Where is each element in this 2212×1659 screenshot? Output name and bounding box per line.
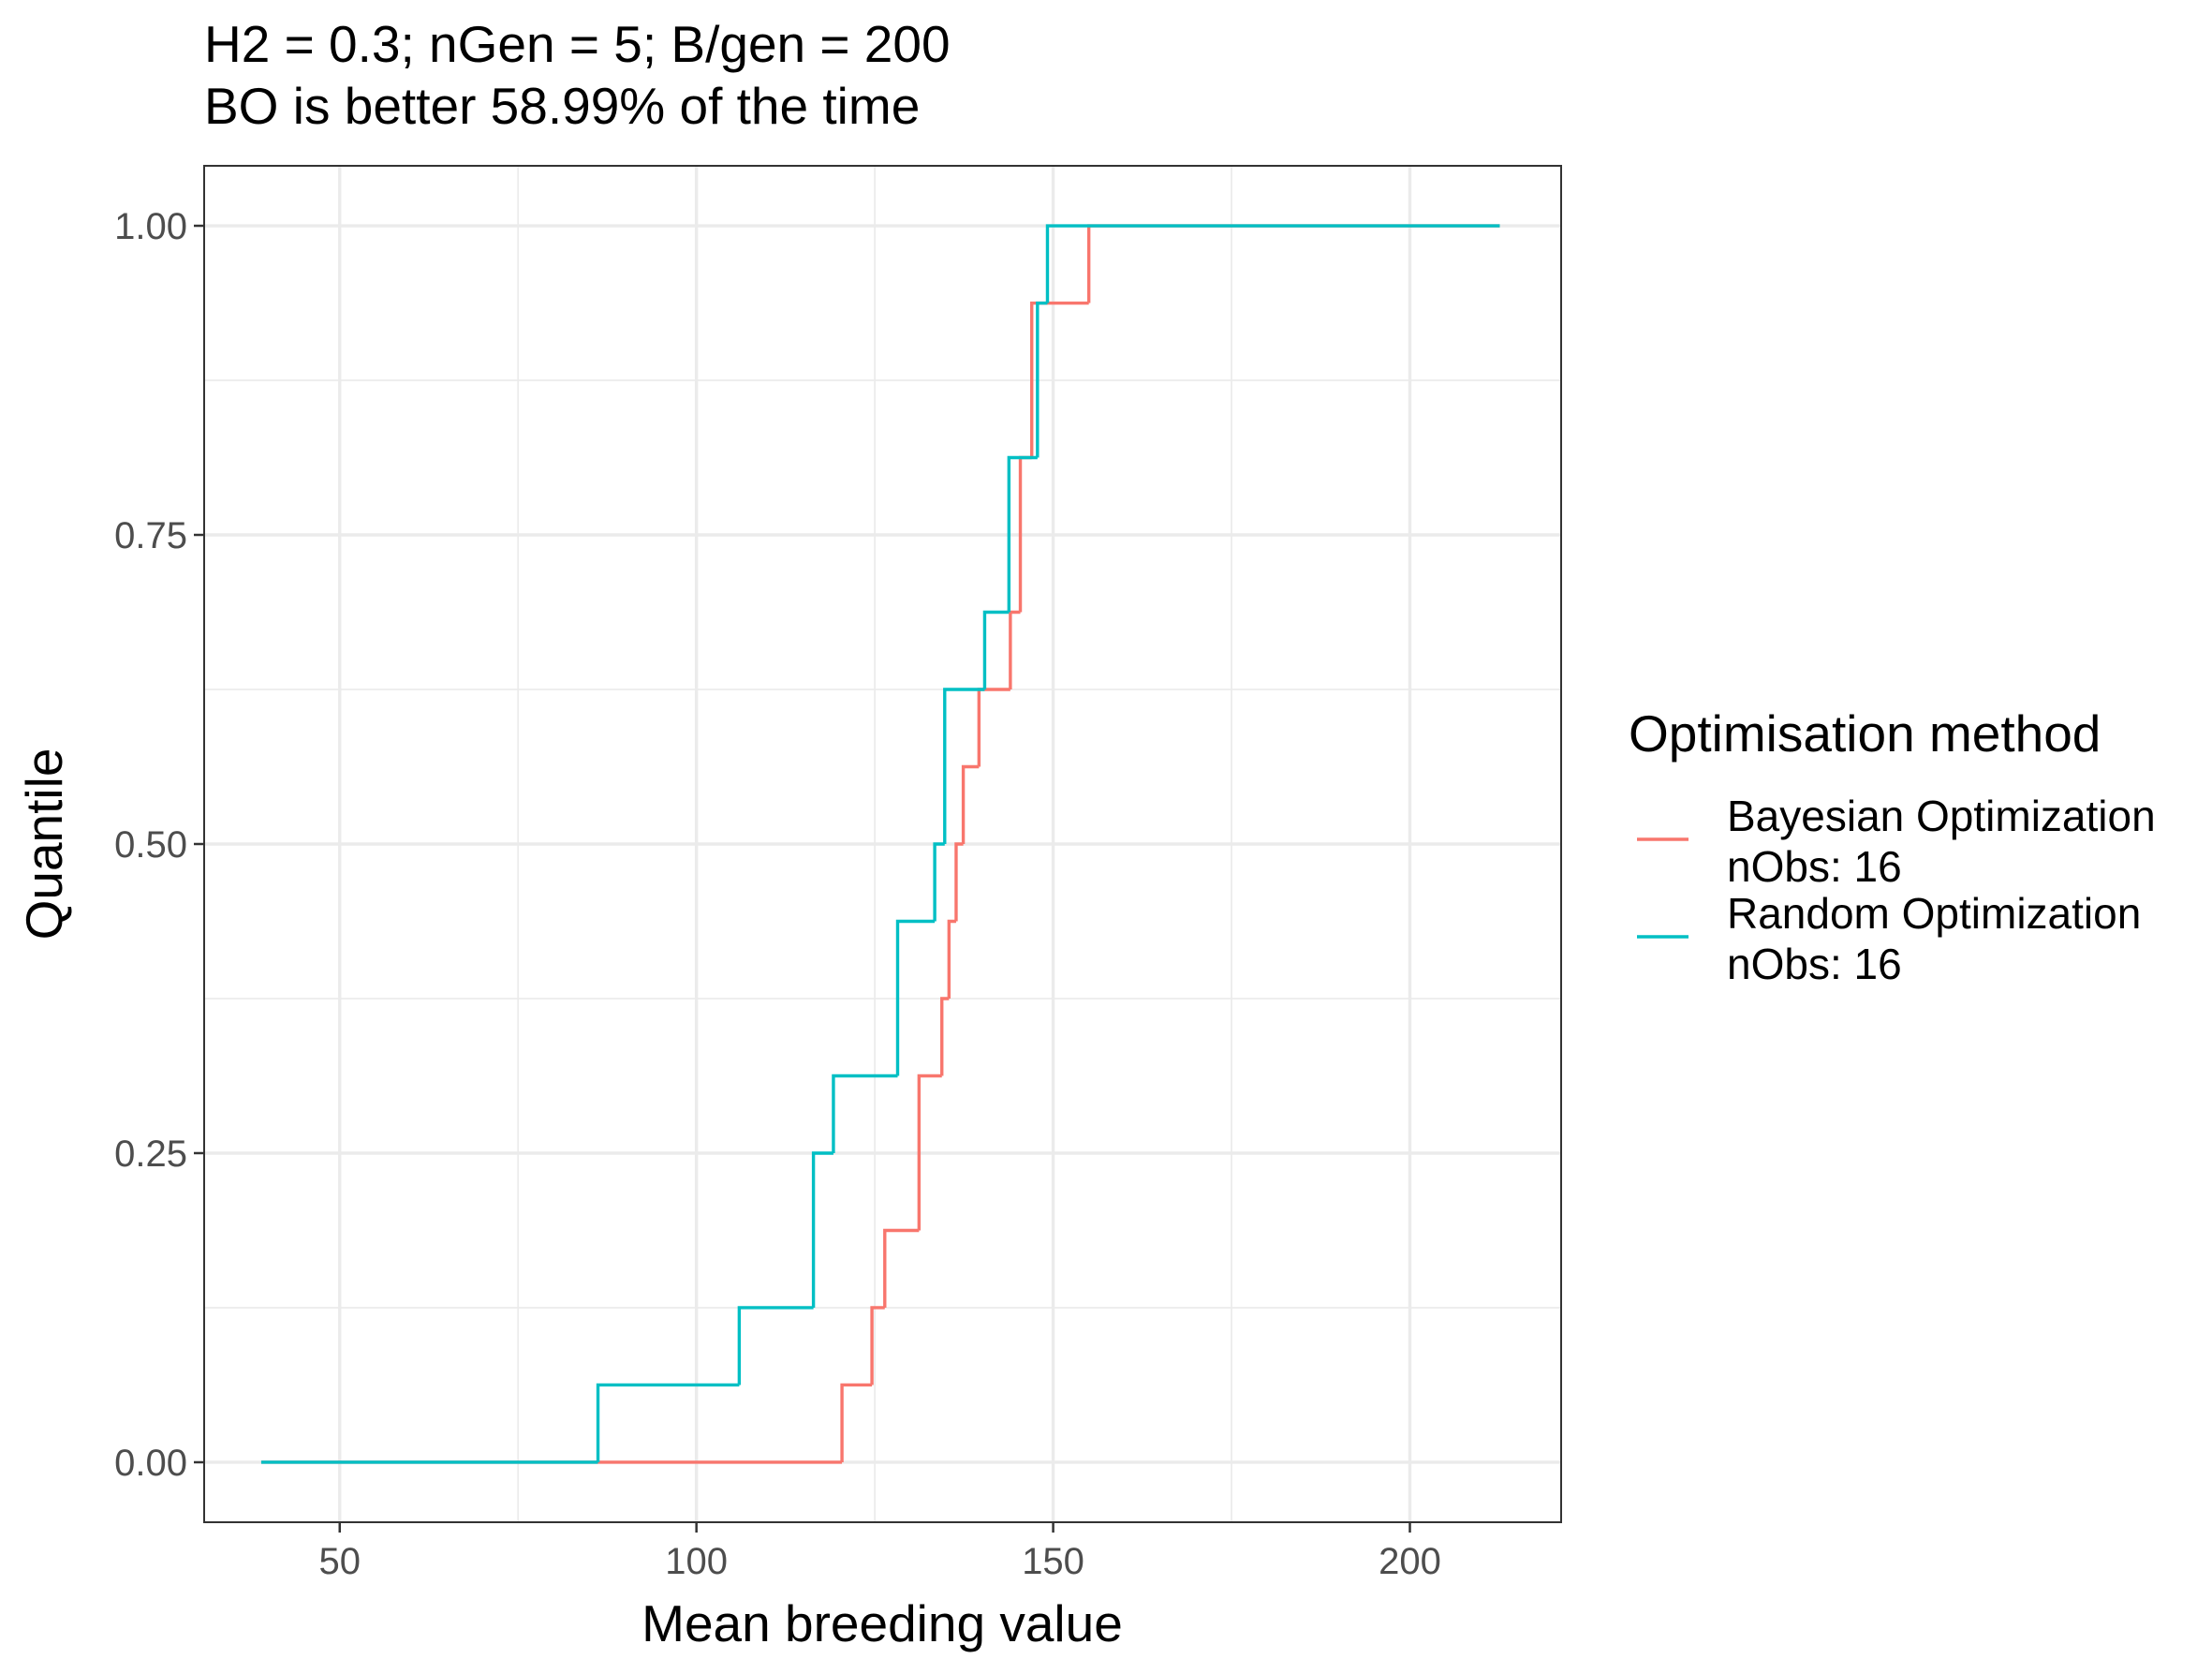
step-segment: [954, 842, 964, 922]
step-segment: [1030, 301, 1089, 458]
step-segment: [832, 1074, 898, 1153]
chart-subtitle: BO is better 58.99% of the time: [204, 77, 920, 135]
step-segment: [1045, 224, 1500, 304]
step-segment: [1009, 610, 1021, 690]
step-segment: [737, 1306, 814, 1385]
step-segment: [982, 610, 1010, 690]
step-segment: [870, 1306, 885, 1385]
y-tick-label: 0.25: [114, 1133, 187, 1175]
step-segment: [1086, 224, 1500, 304]
step-segment: [917, 1074, 942, 1231]
y-tick-label: 0.00: [114, 1443, 187, 1484]
step-segment: [1036, 301, 1048, 458]
step-segment: [933, 842, 945, 922]
step-segment: [961, 764, 980, 844]
step-segment: [811, 1151, 833, 1308]
x-axis-title: Mean breeding value: [641, 1594, 1123, 1652]
step-segment: [940, 997, 950, 1076]
legend-label: Bayesian Optimization nObs: 16: [1727, 792, 2156, 891]
step-segment: [977, 688, 1010, 767]
x-tick-label: 100: [665, 1541, 728, 1582]
step-segment: [596, 1383, 740, 1462]
y-tick-label: 0.50: [114, 824, 187, 866]
y-axis-title: Quantile: [15, 748, 73, 941]
x-tick-label: 50: [318, 1541, 361, 1582]
x-tick-label: 200: [1379, 1541, 1441, 1582]
legend-title: Optimisation method: [1629, 704, 2101, 763]
chart-title: H2 = 0.3; nGen = 5; B/gen = 200: [204, 15, 951, 73]
step-segment: [883, 1228, 920, 1308]
legend-label: Random Optimization nObs: 16: [1727, 889, 2142, 988]
x-tick-label: 150: [1022, 1541, 1084, 1582]
step-segment: [943, 688, 985, 844]
y-tick-label: 1.00: [114, 206, 187, 247]
step-segment: [947, 919, 956, 999]
y-tick-label: 0.75: [114, 515, 187, 556]
series: [260, 224, 1500, 1464]
step-segment: [840, 1383, 873, 1462]
step-segment: [895, 919, 936, 1076]
step-segment: [1007, 455, 1038, 613]
panel-border: [203, 165, 1562, 1523]
